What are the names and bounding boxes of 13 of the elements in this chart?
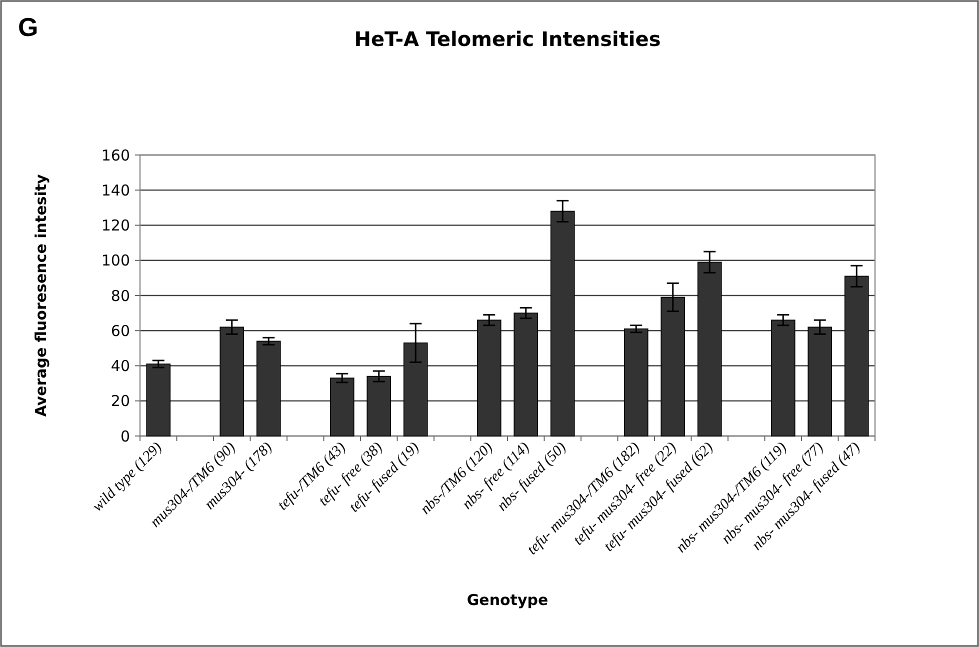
y-tick-label: 140 [101, 181, 130, 200]
chart-title: HeT-A Telomeric Intensities [354, 27, 661, 51]
y-tick-label: 120 [101, 216, 130, 234]
y-tick-label: 0 [120, 427, 130, 446]
y-tick-label: 20 [110, 392, 130, 410]
y-tick-label: 60 [110, 322, 130, 340]
y-tick-label: 40 [110, 357, 130, 375]
y-axis-title: Average fluoresence intesity [32, 174, 50, 417]
x-axis-title: Genotype [466, 591, 548, 609]
y-tick-label: 80 [110, 286, 130, 305]
text: G [18, 12, 38, 42]
y-tick-label: 160 [101, 146, 130, 164]
y-tick-label: 100 [101, 252, 130, 270]
